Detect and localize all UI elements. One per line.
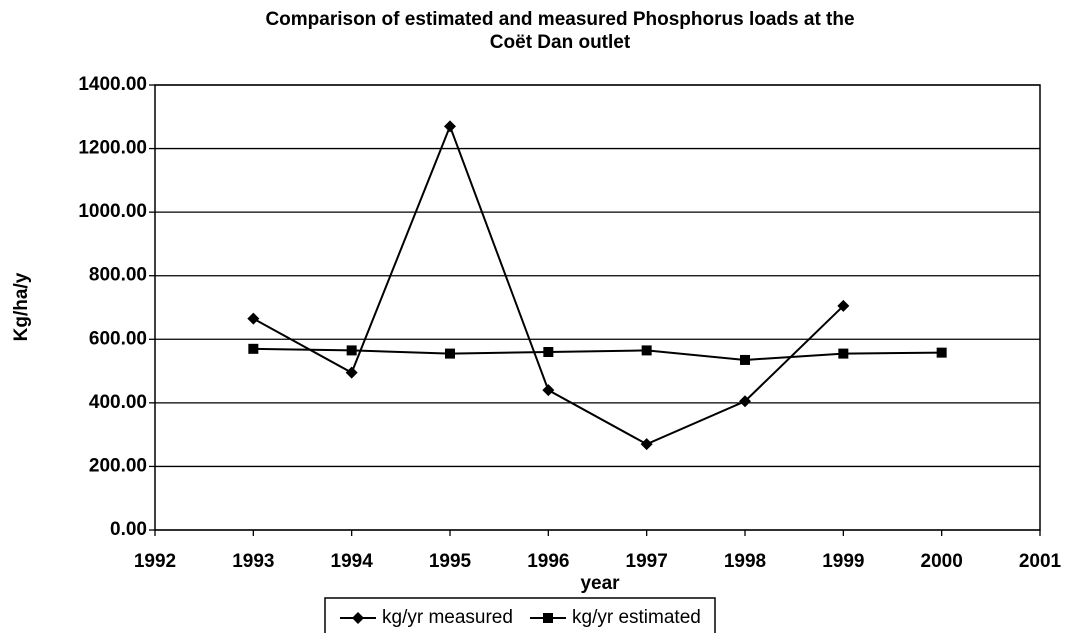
chart-title: Comparison of estimated and measured Pho… <box>265 9 854 30</box>
plot-area <box>154 84 1041 531</box>
diamond-marker <box>352 612 364 624</box>
square-marker <box>543 347 554 357</box>
legend-label: kg/yr measured <box>382 607 513 628</box>
y-tick-label: 400.00 <box>89 392 147 413</box>
x-tick-label: 1999 <box>822 551 864 572</box>
square-marker <box>838 348 849 359</box>
diamond-marker <box>345 366 358 379</box>
x-tick-label: 1995 <box>429 551 472 572</box>
diamond-marker <box>837 299 850 312</box>
square-marker <box>740 354 750 365</box>
square-marker <box>346 345 357 356</box>
x-tick-label: 1998 <box>724 551 766 572</box>
square-marker <box>543 613 553 623</box>
x-tick-label: 2001 <box>1019 551 1062 572</box>
series-line <box>252 123 845 446</box>
x-tick-label: 2000 <box>921 551 963 572</box>
x-tick-label: 1993 <box>232 551 274 572</box>
y-tick-label: 600.00 <box>89 328 147 349</box>
y-tick-label: 200.00 <box>89 455 147 476</box>
y-tick-label: 1000.00 <box>78 201 147 222</box>
y-axis-label: Kg/ha/y <box>11 272 32 341</box>
y-tick-label: 800.00 <box>89 265 147 286</box>
y-tick-label: 0.00 <box>110 519 147 540</box>
diamond-marker <box>739 395 751 408</box>
diamond-marker <box>640 438 653 451</box>
y-tick-label: 1400.00 <box>78 74 147 95</box>
square-marker <box>641 345 652 356</box>
chart-title: Coët Dan outlet <box>490 32 631 53</box>
x-tick-label: 1994 <box>331 551 374 572</box>
legend-label: kg/yr estimated <box>572 607 701 628</box>
legend-box <box>324 597 716 633</box>
series-line <box>253 347 942 361</box>
x-tick-label: 1997 <box>626 551 668 572</box>
square-marker <box>445 348 455 359</box>
y-tick-label: 1200.00 <box>78 138 147 159</box>
x-tick-label: 1996 <box>527 551 569 572</box>
diamond-marker <box>444 120 456 133</box>
x-axis-label: year <box>580 573 620 594</box>
diamond-marker <box>247 312 260 325</box>
square-marker <box>248 343 259 354</box>
square-marker <box>936 347 947 358</box>
diamond-marker <box>542 384 555 397</box>
x-tick-label: 1992 <box>134 551 176 572</box>
